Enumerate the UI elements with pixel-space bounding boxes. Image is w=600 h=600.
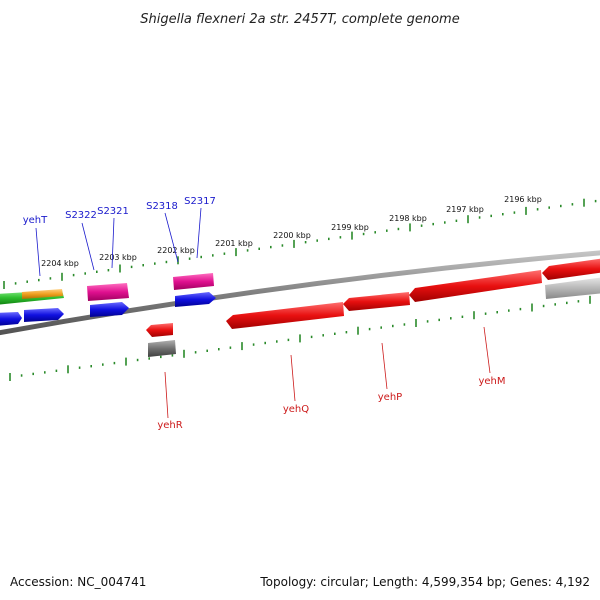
tick-label: 2196 kbp	[504, 195, 542, 204]
gene-label-S2322[interactable]: S2322	[65, 210, 97, 221]
reverse-gene-labels: yehR yehQ yehP yehM	[157, 326, 506, 431]
tick-label: 2201 kbp	[215, 239, 253, 248]
label-leader-line	[111, 217, 115, 269]
label-leader-line	[381, 342, 388, 390]
label-leader-line	[164, 212, 179, 263]
tick-label: 2197 kbp	[446, 205, 484, 214]
gene-label-yehR[interactable]: yehR	[157, 420, 182, 431]
gene-feature-blue[interactable]	[175, 292, 216, 307]
label-leader-line	[196, 207, 202, 259]
gene-label-yehQ[interactable]: yehQ	[283, 404, 309, 415]
tick-label: 2200 kbp	[273, 231, 311, 240]
tick-label: 2198 kbp	[389, 214, 427, 223]
gene-feature-blue[interactable]	[0, 312, 22, 326]
gene-feature-orange[interactable]	[22, 289, 63, 299]
gene-label-S2317[interactable]: S2317	[184, 196, 216, 207]
label-leader-line	[81, 222, 95, 271]
gene-feature-red[interactable]	[542, 258, 600, 280]
tick-labels: 2204 kbp 2203 kbp 2202 kbp 2201 kbp 2200…	[41, 195, 542, 268]
forward-features	[0, 273, 600, 326]
gene-label-S2318[interactable]: S2318	[146, 201, 178, 212]
accession-text: Accession: NC_004741	[10, 575, 146, 589]
gene-feature-blue[interactable]	[90, 302, 129, 317]
label-leader-line	[35, 227, 41, 277]
tick-row-forward	[3, 198, 597, 289]
tick-label: 2203 kbp	[99, 253, 137, 262]
tick-row-reverse	[9, 295, 591, 381]
label-leader-line	[164, 371, 169, 419]
gene-label-S2321[interactable]: S2321	[97, 206, 129, 217]
gene-label-yehT[interactable]: yehT	[23, 215, 48, 226]
tick-label: 2199 kbp	[331, 223, 369, 232]
label-leader-line	[290, 354, 296, 402]
genome-backbone	[0, 250, 600, 336]
tick-label: 2202 kbp	[157, 246, 195, 255]
gene-feature-yehP[interactable]	[343, 292, 410, 311]
gene-feature-red[interactable]	[146, 323, 173, 337]
label-leader-line	[483, 326, 491, 374]
gene-feature-magenta[interactable]	[173, 273, 214, 290]
gene-label-yehP[interactable]: yehP	[378, 392, 402, 403]
genome-summary-text: Topology: circular; Length: 4,599,354 bp…	[259, 575, 590, 589]
gene-feature-blue[interactable]	[24, 308, 64, 322]
reverse-features	[146, 258, 600, 357]
gene-label-yehM[interactable]: yehM	[478, 376, 505, 387]
gene-feature-magenta[interactable]	[87, 283, 129, 301]
forward-gene-labels: yehT S2322 S2321 S2318 S2317	[23, 196, 216, 277]
gene-feature-red[interactable]	[409, 270, 542, 302]
gene-feature-yehQ[interactable]	[226, 302, 344, 329]
tick-label: 2204 kbp	[41, 259, 79, 268]
gene-feature-gray-light[interactable]	[545, 277, 600, 299]
page-title: Shigella flexneri 2a str. 2457T, complet…	[140, 12, 459, 27]
gene-feature-gray-dark[interactable]	[148, 340, 176, 357]
